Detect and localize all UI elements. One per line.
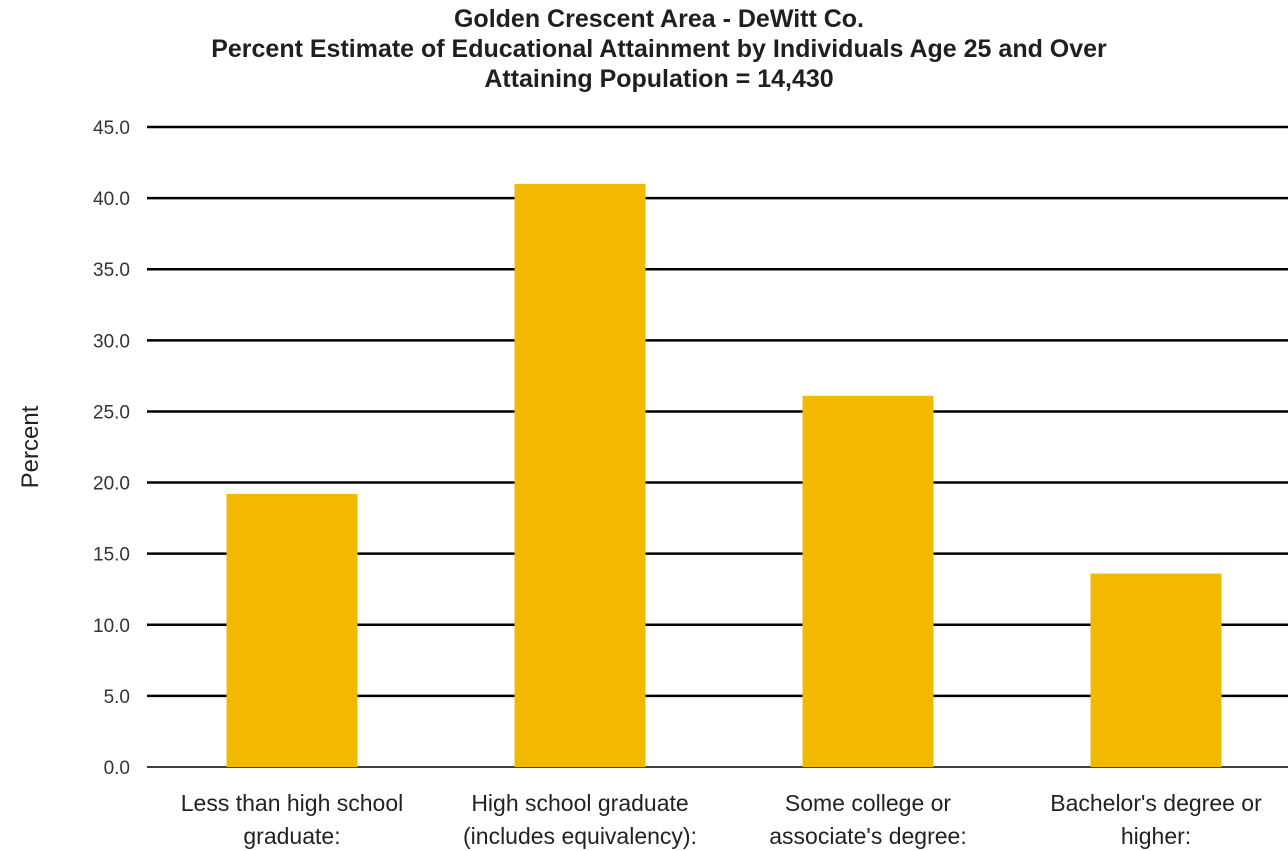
x-category-label-line: Bachelor's degree or [1050, 790, 1262, 816]
y-tick-label: 25.0 [93, 402, 130, 423]
y-tick-label: 35.0 [93, 260, 130, 281]
y-tick-label: 40.0 [93, 189, 130, 210]
y-tick-label: 30.0 [93, 331, 130, 352]
y-axis-title: Percent [17, 405, 44, 488]
x-category-label-line: High school graduate [471, 790, 688, 816]
y-tick-label: 15.0 [93, 545, 130, 566]
x-category-label: Some college or associate's degree: [769, 790, 966, 849]
bar [226, 493, 358, 767]
x-category-label: Less than high school graduate: [181, 790, 404, 849]
x-category-label-line: higher: [1121, 823, 1191, 849]
x-category-label-line: associate's degree: [769, 823, 966, 849]
x-category-label-line: Some college or [785, 790, 952, 816]
x-category-label: Bachelor's degree or higher: [1050, 790, 1262, 849]
y-tick-label: 45.0 [93, 118, 130, 139]
bar [802, 395, 934, 767]
y-axis-tick-labels: 0.0 5.0 10.0 15.0 20.0 25.0 30.0 35.0 40.0 45.0 [93, 118, 130, 779]
x-axis-category-labels: Less than high school graduate: High schoo… [181, 790, 1262, 849]
chart-title-line-1: Golden Crescent Area - DeWitt Co. [453, 5, 865, 33]
y-tick-label: 10.0 [93, 616, 130, 637]
x-category-label-line: (includes equivalency): [463, 823, 697, 849]
chart-title-line-3: Attaining Population = 14,430 [484, 65, 834, 93]
x-category-label-line: graduate: [243, 823, 340, 849]
x-category-label: High school graduate (includes equivalenc… [463, 790, 697, 849]
bars [226, 183, 1222, 767]
chart-title: Golden Crescent Area - DeWitt Co. Percen… [0, 4, 1288, 94]
bar [514, 183, 646, 767]
x-category-label-line: Less than high school [181, 790, 404, 816]
chart-title-line-2: Percent Estimate of Educational Attainme… [211, 35, 1107, 63]
y-tick-label: 20.0 [93, 474, 130, 495]
y-tick-label: 0.0 [104, 758, 130, 779]
bar [1090, 573, 1222, 767]
y-tick-label: 5.0 [104, 687, 130, 708]
